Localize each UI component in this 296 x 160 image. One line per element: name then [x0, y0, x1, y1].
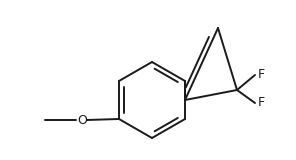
Text: O: O: [77, 113, 87, 127]
Text: F: F: [258, 96, 265, 109]
Text: F: F: [258, 68, 265, 81]
